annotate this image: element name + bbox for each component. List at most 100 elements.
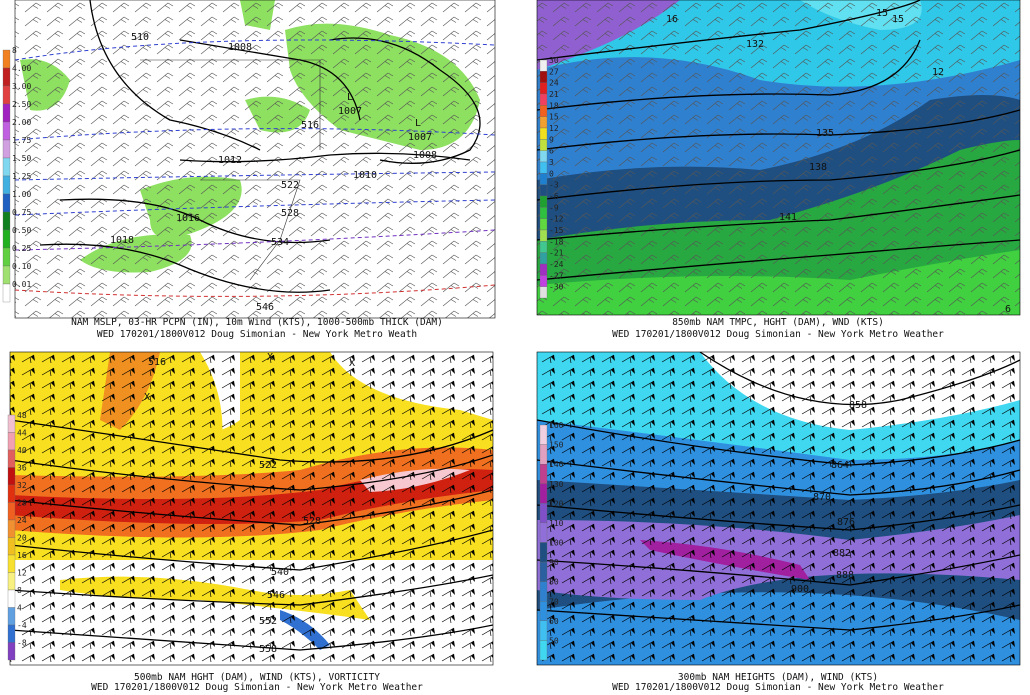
colorbar-swatch (2, 121, 11, 141)
colorbar-label: 1.75 (12, 136, 31, 145)
colorbar-label: 1.25 (12, 172, 31, 181)
contour-label: 1007 (338, 106, 362, 117)
caption: 850mb NAM TMPC, HGHT (DAM), WND (KTS) (672, 317, 884, 328)
map-frame (536, 0, 1021, 316)
caption: 300mb NAM HEIGHTS (DAM), WIND (KTS) (678, 672, 878, 683)
colorbar-label: 18 (549, 101, 559, 110)
contour-label: 864 (831, 460, 849, 471)
contour-label: 1016 (176, 213, 200, 224)
colorbar-label: 12 (549, 124, 559, 133)
colorbar-label: 0.25 (12, 244, 31, 253)
colorbar-swatch (2, 247, 11, 267)
colorbar-swatch (539, 542, 548, 563)
colorbar-label: 90 (549, 558, 559, 567)
colorbar-label: -18 (549, 237, 564, 246)
colorbar-label: 16 (17, 551, 27, 560)
contour-label: 138 (809, 162, 827, 173)
colorbar-swatch (539, 464, 548, 484)
colorbar-swatch (7, 484, 16, 503)
contour-label: 1018 (110, 235, 134, 246)
colorbar-label: 4 (17, 604, 22, 613)
contour-label: X (349, 358, 355, 369)
colorbar-swatch (539, 116, 548, 129)
map-panel-3 (10, 352, 493, 665)
contour-label: 141 (779, 212, 797, 223)
contour-label: 1008 (413, 150, 437, 161)
colorbar-label: 24 (549, 79, 559, 88)
colorbar-label: 120 (549, 499, 564, 508)
colorbar-swatch (7, 624, 16, 643)
caption: NAM MSLP, 03-HR PCPN (IN), 10m Wind (KTS… (71, 317, 443, 328)
contour-label: 882 (833, 548, 851, 559)
colorbar-swatch (7, 589, 16, 608)
contour-label: 516 (148, 357, 166, 368)
colorbar-swatch (539, 241, 548, 253)
colorbar-swatch (539, 82, 548, 95)
colorbar-label: 0.01 (12, 280, 31, 289)
colorbar-swatch (7, 572, 16, 591)
colorbar-label: -3 (549, 181, 559, 190)
colorbar-label: 80 (549, 578, 559, 587)
colorbar-label: 2.00 (12, 118, 31, 127)
contour-label: X (267, 352, 273, 363)
colorbar-label: 27 (549, 67, 559, 76)
colorbar-swatch (539, 252, 548, 265)
contour-label: 552 (259, 616, 277, 627)
map-frame (536, 351, 1021, 666)
colorbar-label: 100 (549, 539, 564, 548)
colorbar-label: 50 (549, 636, 559, 645)
contour-label: 15 (876, 8, 888, 19)
colorbar-label: 160 (549, 421, 564, 430)
contour-label: 1010 (353, 170, 377, 181)
colorbar-label: 0 (549, 169, 554, 178)
colorbar-label: 1.50 (12, 154, 31, 163)
contour-label: 12 (932, 67, 944, 78)
colorbar-swatch (2, 211, 11, 231)
colorbar-label: 9 (549, 135, 554, 144)
colorbar-swatch (539, 93, 548, 106)
colorbar-label: 40 (17, 446, 27, 455)
colorbar-label: 24 (17, 516, 27, 525)
colorbar-swatch (539, 207, 548, 219)
colorbar-label: -21 (549, 249, 564, 258)
colorbar-label: 20 (17, 534, 27, 543)
colorbar-label: -6 (549, 192, 559, 201)
colorbar-swatch (539, 275, 548, 287)
colorbar-swatch (7, 414, 16, 433)
colorbar-swatch (2, 283, 11, 303)
colorbar-label: 28 (17, 499, 27, 508)
colorbar-swatch (539, 522, 548, 543)
contour-label: 522 (259, 460, 277, 471)
contour-label: L (347, 92, 353, 103)
colorbar-swatch (2, 139, 11, 159)
colorbar-swatch (7, 537, 16, 556)
colorbar-swatch (2, 103, 11, 123)
colorbar-swatch (539, 218, 548, 231)
contour-label: L (415, 118, 421, 129)
colorbar-swatch (2, 229, 11, 249)
map-panel-4 (537, 352, 1020, 665)
colorbar-swatch (539, 195, 548, 208)
map-panel-2 (537, 0, 1020, 315)
contour-label: 522 (281, 180, 299, 191)
colorbar-swatch (539, 561, 548, 582)
contour-label: 15 (892, 14, 904, 25)
colorbar-label: 44 (17, 429, 27, 438)
contour-label: 888 (836, 570, 854, 581)
colorbar-swatch (7, 607, 16, 626)
contour-label: 16 (666, 14, 678, 25)
colorbar-swatch (7, 467, 16, 486)
colorbar-label: -30 (549, 283, 564, 292)
caption: WED 170201/1800V012 Doug Simonian - New … (91, 682, 423, 693)
map-frame (14, 0, 496, 319)
contour-label: 1008 (228, 42, 252, 53)
colorbar-swatch (539, 184, 548, 197)
colorbar-label: 0.10 (12, 262, 31, 271)
colorbar-label: 70 (549, 597, 559, 606)
colorbar-swatch (539, 263, 548, 276)
colorbar-label: 3.00 (12, 82, 31, 91)
colorbar-swatch (7, 502, 16, 521)
colorbar-swatch (539, 229, 548, 242)
contour-label: 516 (301, 120, 319, 131)
